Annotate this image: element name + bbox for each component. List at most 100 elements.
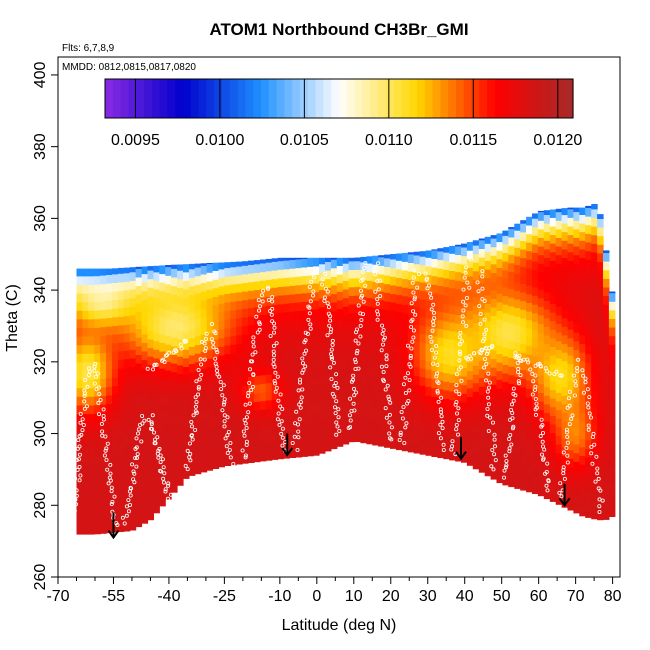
heatmap-cell — [94, 301, 101, 311]
heatmap-cell — [94, 507, 101, 518]
track-point — [363, 261, 368, 266]
heatmap-cell — [514, 223, 521, 231]
heatmap-cell — [171, 285, 178, 295]
heatmap-cell — [265, 279, 273, 289]
track-point — [87, 366, 92, 371]
heatmap-cell — [259, 374, 267, 384]
heatmap-cell — [94, 439, 101, 449]
heatmap-cell — [461, 264, 468, 274]
track-point — [82, 406, 87, 411]
heatmap-cell — [585, 439, 592, 449]
heatmap-cell — [461, 246, 468, 257]
colorbar-swatch — [237, 79, 246, 118]
heatmap-cell — [319, 298, 326, 308]
track-point — [381, 369, 386, 374]
heatmap-cell — [212, 322, 220, 332]
heatmap-cell — [384, 369, 391, 379]
heatmap-cell — [419, 299, 427, 309]
heatmap-cell — [449, 347, 456, 358]
heatmap-cell — [526, 362, 533, 372]
heatmap-cell — [100, 395, 107, 405]
heatmap-cell — [212, 373, 220, 383]
track-point — [380, 323, 385, 328]
heatmap-cell — [177, 399, 184, 409]
heatmap-cell — [603, 295, 610, 305]
heatmap-cell — [336, 282, 344, 292]
heatmap-cell — [307, 266, 314, 276]
heatmap-cell — [76, 353, 83, 363]
heatmap-cell — [218, 406, 225, 416]
x-tick-label: 0 — [312, 588, 321, 605]
heatmap-cell — [271, 424, 279, 435]
heatmap-cell — [283, 320, 290, 330]
x-tick-label: -55 — [102, 588, 125, 605]
track-point — [455, 432, 460, 437]
heatmap-cell — [135, 388, 143, 398]
heatmap-cell — [585, 414, 592, 424]
heatmap-cell — [573, 263, 580, 273]
colorbar-swatch — [190, 79, 200, 118]
heatmap-cell — [360, 416, 367, 426]
colorbar-tick-label: 0.0110 — [365, 132, 413, 149]
heatmap-cell — [153, 289, 160, 299]
heatmap-cell — [254, 418, 261, 428]
heatmap-cell — [461, 367, 468, 377]
heatmap-cell — [597, 338, 604, 349]
heatmap-cell — [301, 353, 308, 363]
heatmap-cell — [455, 383, 462, 393]
heatmap-cell — [171, 319, 178, 330]
track-point — [386, 394, 391, 399]
heatmap-cell — [94, 361, 101, 371]
heatmap-cell — [141, 376, 149, 386]
heatmap-cell — [561, 429, 569, 439]
heatmap-cell — [573, 246, 580, 256]
heatmap-cell — [395, 268, 403, 278]
heatmap-cell — [532, 269, 539, 279]
track-point — [534, 412, 539, 417]
track-point — [265, 286, 270, 291]
heatmap-cell — [147, 313, 154, 323]
heatmap-cell — [508, 288, 515, 298]
heatmap-cell — [212, 356, 220, 366]
heatmap-cell — [230, 404, 237, 414]
heatmap-cell — [336, 257, 344, 266]
track-point — [484, 378, 489, 383]
heatmap-cell — [106, 463, 113, 473]
track-point — [271, 343, 276, 348]
heatmap-cell — [413, 280, 421, 290]
heatmap-cell — [526, 250, 533, 260]
heatmap-cell — [437, 440, 444, 450]
heatmap-cell — [502, 261, 509, 271]
heatmap-cell — [443, 286, 450, 296]
heatmap-cell — [194, 413, 202, 423]
heatmap-cell — [218, 268, 225, 278]
heatmap-cell — [76, 499, 83, 509]
heatmap-cell — [123, 298, 131, 308]
heatmap-cell — [224, 448, 231, 458]
heatmap-cell — [455, 244, 462, 247]
heatmap-cell — [224, 362, 231, 372]
track-point — [329, 347, 334, 352]
heatmap-cell — [354, 398, 361, 408]
heatmap-cell — [218, 423, 225, 433]
heatmap-cell — [94, 490, 101, 500]
heatmap-cell — [561, 403, 569, 413]
track-point — [457, 335, 462, 340]
track-point — [454, 411, 459, 416]
heatmap-cell — [395, 440, 403, 451]
track-point — [360, 277, 365, 282]
heatmap-cell — [129, 495, 137, 505]
heatmap-cell — [117, 367, 125, 378]
heatmap-cell — [76, 370, 83, 380]
heatmap-cell — [194, 327, 202, 337]
heatmap-cell — [573, 504, 580, 514]
colorbar-swatch — [510, 79, 519, 118]
heatmap-cell — [354, 257, 361, 262]
heatmap-cell — [555, 340, 563, 350]
heatmap-cell — [543, 489, 551, 500]
heatmap-cell — [76, 482, 83, 492]
heatmap-cell — [407, 391, 415, 401]
heatmap-cell — [419, 393, 427, 403]
heatmap-cell — [561, 334, 569, 345]
heatmap-cell — [301, 421, 308, 432]
